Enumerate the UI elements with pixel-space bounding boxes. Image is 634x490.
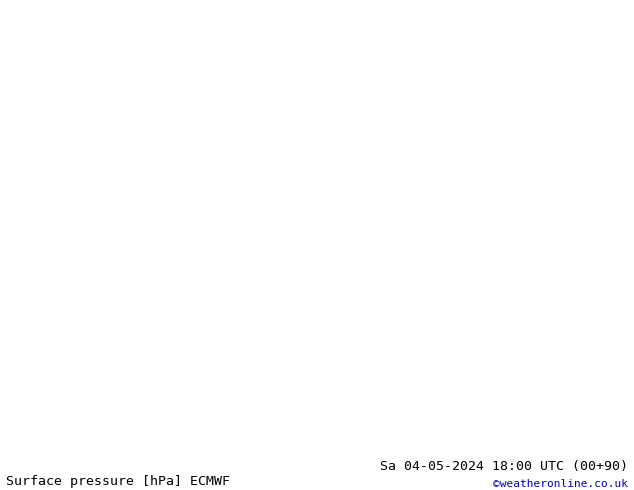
Text: ©weatheronline.co.uk: ©weatheronline.co.uk [493, 479, 628, 489]
Text: Sa 04-05-2024 18:00 UTC (00+90): Sa 04-05-2024 18:00 UTC (00+90) [380, 460, 628, 473]
Text: Surface pressure [hPa] ECMWF: Surface pressure [hPa] ECMWF [6, 474, 230, 488]
